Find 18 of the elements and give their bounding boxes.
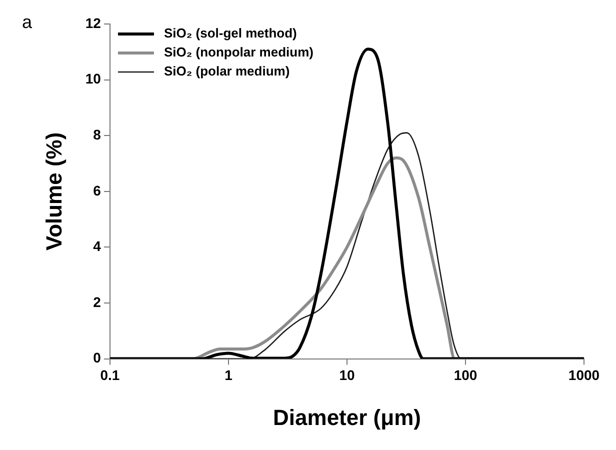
y-tick-label: 10 bbox=[85, 70, 102, 87]
legend-label: SiO₂ (nonpolar medium) bbox=[164, 44, 314, 60]
y-tick-label: 12 bbox=[85, 14, 102, 31]
y-tick-label: 4 bbox=[93, 238, 102, 254]
x-tick-label: 1000 bbox=[568, 367, 600, 384]
y-tick-label: 0 bbox=[93, 350, 102, 366]
y-tick-label: 8 bbox=[93, 126, 102, 142]
legend-label: SiO₂ (polar medium) bbox=[164, 64, 290, 79]
text: a bbox=[22, 12, 33, 32]
x-tick-label: 1 bbox=[224, 367, 233, 384]
y-tick-label: 6 bbox=[93, 182, 102, 198]
x-tick-label: 100 bbox=[454, 367, 478, 384]
y-axis-title: Volume (%) bbox=[41, 132, 66, 250]
y-tick-label: 2 bbox=[93, 294, 102, 310]
x-tick-label: 10 bbox=[339, 367, 355, 384]
x-axis-title: Diameter (μm) bbox=[273, 404, 421, 430]
x-tick-label: 0.1 bbox=[100, 367, 120, 384]
legend-label: SiO₂ (sol-gel method) bbox=[164, 26, 297, 41]
